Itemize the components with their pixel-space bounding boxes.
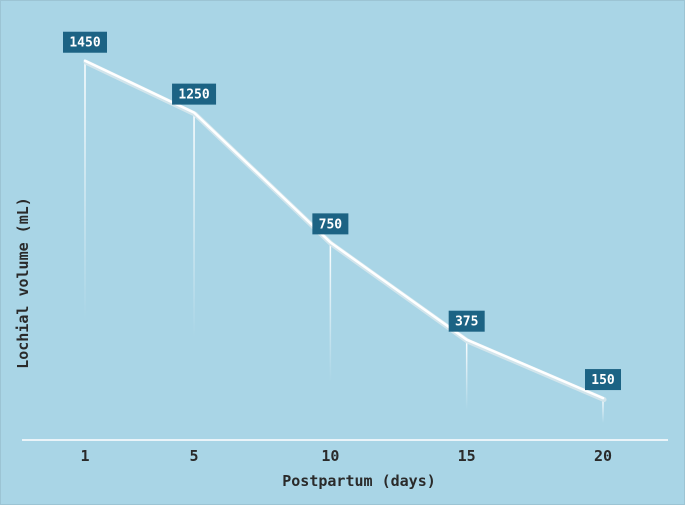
data-label-text: 1250 <box>178 88 209 103</box>
drop-line <box>193 112 195 338</box>
drop-lines <box>84 60 604 424</box>
data-label-box <box>172 83 217 105</box>
x-axis-title: Postpartum (days) <box>282 472 436 490</box>
data-label-box <box>585 369 621 391</box>
drop-line <box>602 398 604 424</box>
drop-line <box>84 60 86 321</box>
data-labels: 1450 1250 750 375 150 <box>63 31 621 391</box>
data-label: 1450 <box>63 31 107 53</box>
x-tick-label: 1 <box>80 447 89 465</box>
data-label-text: 1450 <box>69 36 100 51</box>
data-label-text: 375 <box>455 315 478 330</box>
x-tick-label: 10 <box>321 447 339 465</box>
data-label-box <box>63 31 107 53</box>
x-tick-label: 5 <box>190 447 199 465</box>
x-tick-label: 20 <box>594 447 612 465</box>
data-label-text: 150 <box>591 373 615 388</box>
data-label: 1250 <box>172 83 217 105</box>
x-tick-labels: 1 5 10 15 20 <box>80 447 612 465</box>
series-line <box>83 59 605 400</box>
data-label: 375 <box>448 310 485 332</box>
data-label-text: 750 <box>319 217 343 232</box>
drop-line <box>329 242 332 383</box>
data-label-box <box>312 213 349 235</box>
data-label-box <box>448 310 485 332</box>
x-tick-label: 15 <box>458 447 476 465</box>
data-label: 750 <box>312 213 349 235</box>
data-label: 150 <box>585 369 621 391</box>
drop-line <box>465 339 468 410</box>
y-axis-title: Lochial volume (mL) <box>14 197 32 369</box>
